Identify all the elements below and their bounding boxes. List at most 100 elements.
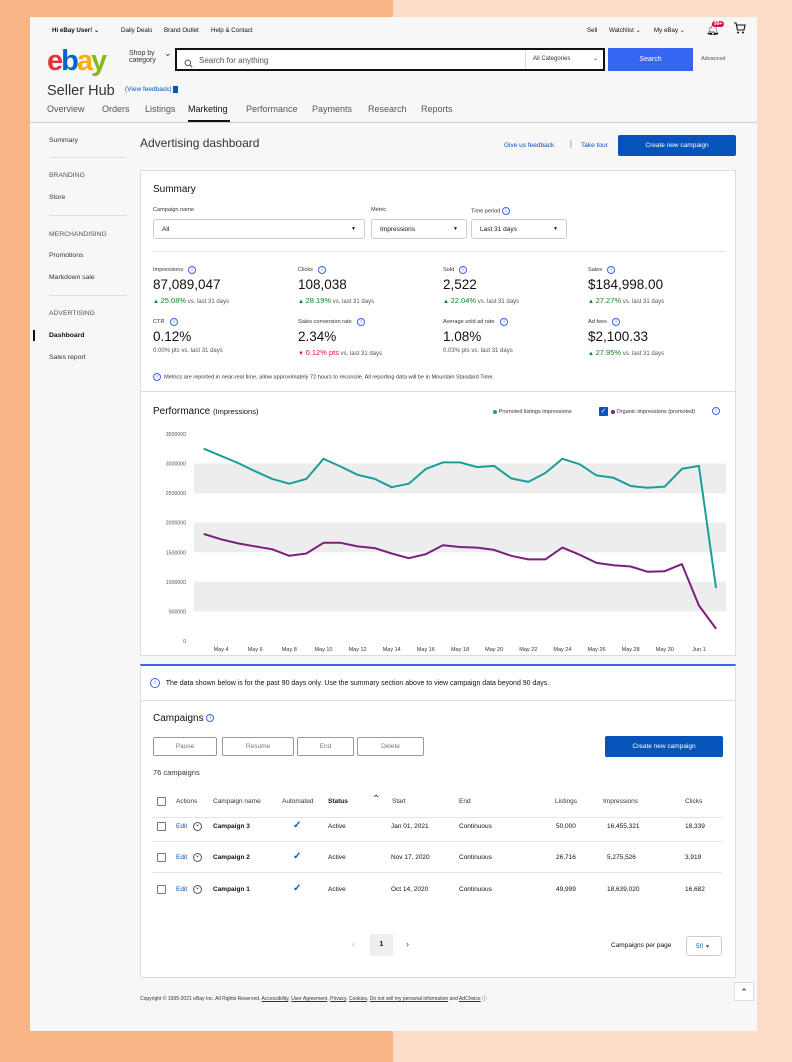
info-icon[interactable]: i — [500, 318, 508, 326]
tab-orders[interactable]: Orders — [102, 104, 130, 114]
resume-button[interactable]: Resume — [222, 737, 294, 756]
col-end[interactable]: End — [459, 798, 471, 805]
metric-select[interactable]: Impressions ▼ — [371, 219, 467, 239]
cart-icon[interactable] — [733, 22, 746, 36]
row-checkbox[interactable] — [157, 885, 166, 894]
do-not-sell-link[interactable]: Do not sell my personal information — [369, 996, 449, 1002]
watchlist-link[interactable]: Watchlist ⌄ — [609, 27, 641, 34]
tab-marketing[interactable]: Marketing — [188, 104, 228, 114]
info-icon[interactable]: i — [153, 373, 161, 381]
per-page-select[interactable]: 50 ▼ — [686, 936, 722, 956]
search-input[interactable]: Search for anything — [199, 56, 269, 65]
ebay-logo[interactable]: ebay — [47, 45, 107, 78]
info-icon[interactable]: i — [318, 266, 326, 274]
sidebar-item-store[interactable]: Store — [49, 194, 66, 201]
campaign-name[interactable]: Campaign 1 — [213, 886, 250, 893]
col-automated[interactable]: Automated — [282, 798, 314, 805]
edit-link[interactable]: Edit — [176, 886, 188, 893]
tab-payments[interactable]: Payments — [312, 104, 353, 114]
data-point — [578, 554, 581, 556]
category-select-value: All Categories — [533, 56, 571, 62]
col-campaign-name[interactable]: Campaign name — [213, 798, 261, 805]
time-period-select[interactable]: Last 31 days ▼ — [471, 219, 567, 239]
sidebar-item-sales-report[interactable]: Sales report — [49, 354, 86, 361]
col-status[interactable]: Status — [328, 798, 348, 805]
bell-icon[interactable]: 🔔︎ — [706, 24, 720, 36]
info-icon[interactable]: i — [459, 266, 467, 274]
tab-performance[interactable]: Performance — [246, 104, 298, 114]
view-feedback-link[interactable]: (View feedback) — [125, 86, 179, 93]
accessibility-link[interactable]: Accessibility — [261, 996, 289, 1002]
next-page-icon[interactable]: › — [406, 939, 409, 949]
help-contact-link[interactable]: Help & Contact — [211, 27, 253, 34]
campaign-name[interactable]: Campaign 2 — [213, 854, 250, 861]
info-icon[interactable]: i — [501, 207, 510, 215]
sidebar-item-markdown-sale[interactable]: Markdown sale — [49, 274, 95, 281]
sell-link[interactable]: Sell — [587, 27, 598, 34]
campaign-start: Jan 01, 2021 — [391, 823, 429, 830]
adchoice-link[interactable]: AdChoice — [459, 996, 481, 1002]
pause-button[interactable]: Pause — [153, 737, 217, 756]
campaigns-title: Campaigns i — [153, 713, 215, 724]
sidebar-item-summary[interactable]: Summary — [49, 137, 79, 144]
privacy-link[interactable]: Privacy — [330, 996, 347, 1002]
take-tour-link[interactable]: Take tour — [581, 142, 608, 149]
create-campaign-button-top[interactable]: Create new campaign — [618, 135, 736, 156]
tab-research[interactable]: Research — [368, 104, 407, 114]
caret-down-icon: ▼ — [453, 226, 458, 232]
col-listings[interactable]: Listings — [555, 798, 578, 805]
cookies-link[interactable]: Cookies — [348, 996, 367, 1002]
info-icon[interactable]: i — [206, 714, 215, 723]
col-clicks[interactable]: Clicks — [685, 798, 703, 805]
data-point — [254, 545, 256, 547]
category-select[interactable]: All Categories ⌄ — [525, 50, 605, 69]
info-icon[interactable]: i — [357, 318, 365, 326]
prev-page-icon[interactable]: ‹ — [352, 939, 355, 949]
tab-listings[interactable]: Listings — [145, 104, 176, 114]
delete-button[interactable]: Delete — [357, 737, 424, 756]
info-icon[interactable]: i — [612, 318, 620, 326]
row-checkbox[interactable] — [157, 853, 166, 862]
reporting-note-text: Metrics are reported in near-real time, … — [164, 374, 494, 381]
edit-link[interactable]: Edit — [176, 823, 188, 830]
info-icon[interactable]: i — [188, 266, 196, 274]
tab-overview[interactable]: Overview — [47, 104, 85, 114]
edit-link[interactable]: Edit — [176, 854, 188, 861]
chevron-down-icon[interactable]: ⌄ — [193, 885, 202, 894]
data-point — [459, 461, 461, 463]
legend-promoted[interactable]: Promoted listings impressions — [493, 409, 572, 415]
x-tick-label: May 16 — [417, 647, 435, 653]
chevron-down-icon[interactable]: ⌄ — [193, 853, 202, 862]
col-start[interactable]: Start — [392, 798, 406, 805]
sidebar-item-dashboard[interactable]: Dashboard — [49, 332, 85, 339]
tab-reports[interactable]: Reports — [421, 104, 453, 114]
sort-asc-icon[interactable]: ⌃ — [372, 794, 381, 805]
search-button[interactable]: Search — [608, 48, 693, 71]
select-all-checkbox[interactable] — [157, 797, 166, 806]
info-icon[interactable]: i — [712, 407, 720, 415]
chevron-down-icon[interactable]: ⌄ — [193, 822, 202, 831]
organic-checkbox[interactable]: ✓ — [599, 407, 608, 416]
campaign-name-select[interactable]: All ▼ — [153, 219, 365, 239]
daily-deals-link[interactable]: Daily Deals — [121, 27, 153, 34]
give-feedback-link[interactable]: Give us feedback — [504, 142, 555, 149]
brand-outlet-link[interactable]: Brand Outlet — [164, 27, 199, 34]
user-greeting[interactable]: Hi eBay User! ⌄ — [52, 27, 100, 34]
end-button[interactable]: End — [297, 737, 354, 756]
user-agreement-link[interactable]: User Agreement — [291, 996, 328, 1002]
checkmark-icon: ✓ — [293, 851, 302, 862]
search-bar[interactable]: Search for anything All Categories ⌄ — [175, 48, 605, 71]
back-to-top-button[interactable]: ⌃ — [734, 982, 754, 1001]
my-ebay-link[interactable]: My eBay ⌄ — [654, 27, 685, 34]
page-1[interactable]: 1 — [370, 934, 393, 956]
campaign-name[interactable]: Campaign 3 — [213, 823, 250, 830]
row-checkbox[interactable] — [157, 822, 166, 831]
advanced-search-link[interactable]: Advanced — [701, 56, 726, 62]
shop-by-category-button[interactable]: Shop by category ⌄ — [129, 49, 172, 65]
sidebar-item-promotions[interactable]: Promotions — [49, 252, 84, 259]
x-tick-label: May 28 — [622, 647, 640, 653]
create-campaign-button[interactable]: Create new campaign — [605, 736, 723, 757]
col-impressions[interactable]: Impressions — [603, 798, 639, 805]
info-icon[interactable]: i — [170, 318, 178, 326]
info-icon[interactable]: i — [607, 266, 615, 274]
